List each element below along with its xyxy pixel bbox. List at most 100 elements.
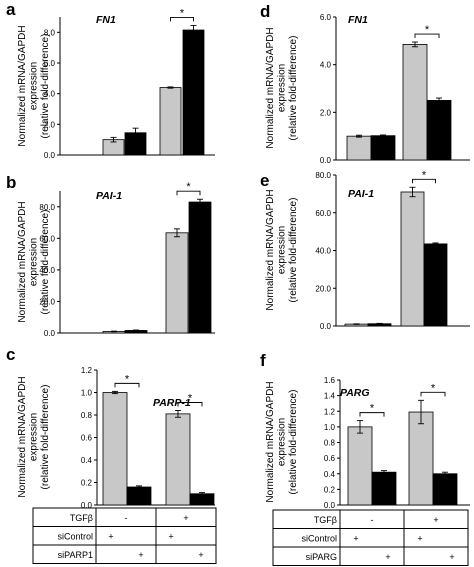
y-axis-label-line: (relative fold-difference) xyxy=(288,198,299,303)
bar xyxy=(124,330,148,334)
y-tick-label: 0.2 xyxy=(324,485,336,494)
y-axis-label-line: expression xyxy=(277,418,288,466)
bar xyxy=(426,100,452,161)
y-axis-label-line: Normalized mRNA/GAPDH xyxy=(17,201,28,322)
y-tick-label: 0.0 xyxy=(320,156,332,165)
bar xyxy=(165,413,191,506)
bracket-line xyxy=(359,412,385,417)
y-axis-label-line: Normalized mRNA/GAPDH xyxy=(265,27,276,148)
y-axis-label-line: (relative fold-difference) xyxy=(288,390,299,495)
table-cell: + xyxy=(183,513,188,523)
y-tick-label: 0.0 xyxy=(44,329,56,338)
panel-label: b xyxy=(6,173,16,192)
y-axis-label: Normalized mRNA/GAPDHexpression(relative… xyxy=(265,189,299,310)
significance-star: * xyxy=(422,169,427,181)
y-tick-label: 0.0 xyxy=(324,501,336,510)
panel-label: e xyxy=(260,171,269,190)
bar xyxy=(102,392,128,506)
table-cell: + xyxy=(433,515,438,525)
bar xyxy=(400,191,425,327)
y-tick-label: 6.0 xyxy=(44,59,56,68)
significance-bracket: * xyxy=(177,393,203,407)
bar xyxy=(367,323,392,327)
table-cell: - xyxy=(125,513,128,523)
chart-panel-f: f PARG Normalized mRNA/GAPDHexpression(rel… xyxy=(260,351,470,510)
y-tick-label: 1.2 xyxy=(81,366,93,375)
significance-bracket: * xyxy=(114,373,140,388)
y-tick-label: 1.4 xyxy=(324,392,336,401)
bar xyxy=(408,411,434,506)
bar xyxy=(124,132,147,156)
bar xyxy=(370,135,396,161)
y-axis-label: Normalized mRNA/GAPDHexpression(relative… xyxy=(17,201,51,322)
panel-label: a xyxy=(6,0,16,19)
y-axis-label-line: Normalized mRNA/GAPDH xyxy=(265,189,276,310)
significance-star: * xyxy=(125,373,130,385)
y-axis-label: Normalized mRNA/GAPDHexpression(relative… xyxy=(265,27,299,148)
gene-label: PARP-1 xyxy=(153,397,191,409)
y-axis-label-line: expression xyxy=(29,62,40,110)
gene-label: PAI-1 xyxy=(348,188,374,200)
y-tick-label: 1.0 xyxy=(81,389,93,398)
y-tick-label: 0.2 xyxy=(81,479,93,488)
significance-bracket: * xyxy=(412,169,436,184)
significance-star: * xyxy=(188,393,193,405)
bar xyxy=(347,426,373,506)
y-axis-label-line: (relative fold-difference) xyxy=(288,36,299,141)
y-tick-label: 0.8 xyxy=(324,439,336,448)
y-axis-label-line: (relative fold-difference) xyxy=(40,210,51,315)
y-axis-label-line: (relative fold-difference) xyxy=(40,34,51,139)
panel-label: f xyxy=(260,351,266,370)
bar xyxy=(189,493,215,506)
table-row-label: siControl xyxy=(57,531,93,541)
y-axis-label-line: expression xyxy=(29,238,40,286)
y-tick-label: 60.0 xyxy=(315,209,331,218)
y-axis-label: Normalized mRNA/GAPDHexpression(relative… xyxy=(17,25,51,146)
y-axis-label: Normalized mRNA/GAPDHexpression(relative… xyxy=(265,381,299,502)
table-row-label: TGFβ xyxy=(314,515,337,525)
bar xyxy=(165,232,189,334)
y-axis-label-line: expression xyxy=(277,64,288,112)
y-tick-label: 0.0 xyxy=(81,501,93,510)
y-axis-label-line: Normalized mRNA/GAPDH xyxy=(17,376,28,497)
panel-label: c xyxy=(6,345,15,364)
y-tick-label: 40.0 xyxy=(315,247,331,256)
y-axis-label-line: Normalized mRNA/GAPDH xyxy=(17,25,28,146)
bracket-line xyxy=(420,391,446,397)
gene-label: PAI-1 xyxy=(96,190,122,202)
y-tick-label: 1.2 xyxy=(324,407,336,416)
table-row-label: siPARP1 xyxy=(58,550,93,560)
table-cell: + xyxy=(198,550,203,560)
significance-star: * xyxy=(180,7,185,19)
y-tick-label: 80.0 xyxy=(39,203,55,212)
significance-bracket: * xyxy=(359,403,385,417)
table-row-label: TGFβ xyxy=(70,513,93,523)
bar xyxy=(188,201,212,334)
significance-bracket: * xyxy=(176,181,201,196)
y-tick-label: 60.0 xyxy=(39,234,55,243)
significance-star: * xyxy=(186,181,191,193)
y-tick-label: 8.0 xyxy=(44,28,56,37)
chart-panel-e: e PAI-1 Normalized mRNA/GAPDHexpression(re… xyxy=(260,169,470,331)
chart-panel-c: c PARP-1 Normalized mRNA/GAPDHexpression(r… xyxy=(6,345,215,510)
bar xyxy=(126,486,152,506)
chart-panel-d: d FN1 Normalized mRNA/GAPDHexpression(rela… xyxy=(260,2,470,165)
significance-bracket: * xyxy=(414,24,440,39)
significance-bracket: * xyxy=(420,382,446,397)
significance-star: * xyxy=(370,403,375,415)
bracket-line xyxy=(170,16,194,22)
y-tick-label: 2.0 xyxy=(44,120,56,129)
table-row-label: siPARG xyxy=(306,552,337,562)
table-cell: + xyxy=(168,531,173,541)
y-tick-label: 6.0 xyxy=(320,13,332,22)
table-row-label: siControl xyxy=(301,533,337,543)
bracket-line xyxy=(177,402,203,407)
y-tick-label: 0.4 xyxy=(81,456,93,465)
panel-label: d xyxy=(260,2,270,21)
y-tick-label: 4.0 xyxy=(44,90,56,99)
y-tick-label: 2.0 xyxy=(320,108,332,117)
y-tick-label: 0.4 xyxy=(324,470,336,479)
bar xyxy=(346,135,372,161)
table-cell: - xyxy=(371,515,374,525)
